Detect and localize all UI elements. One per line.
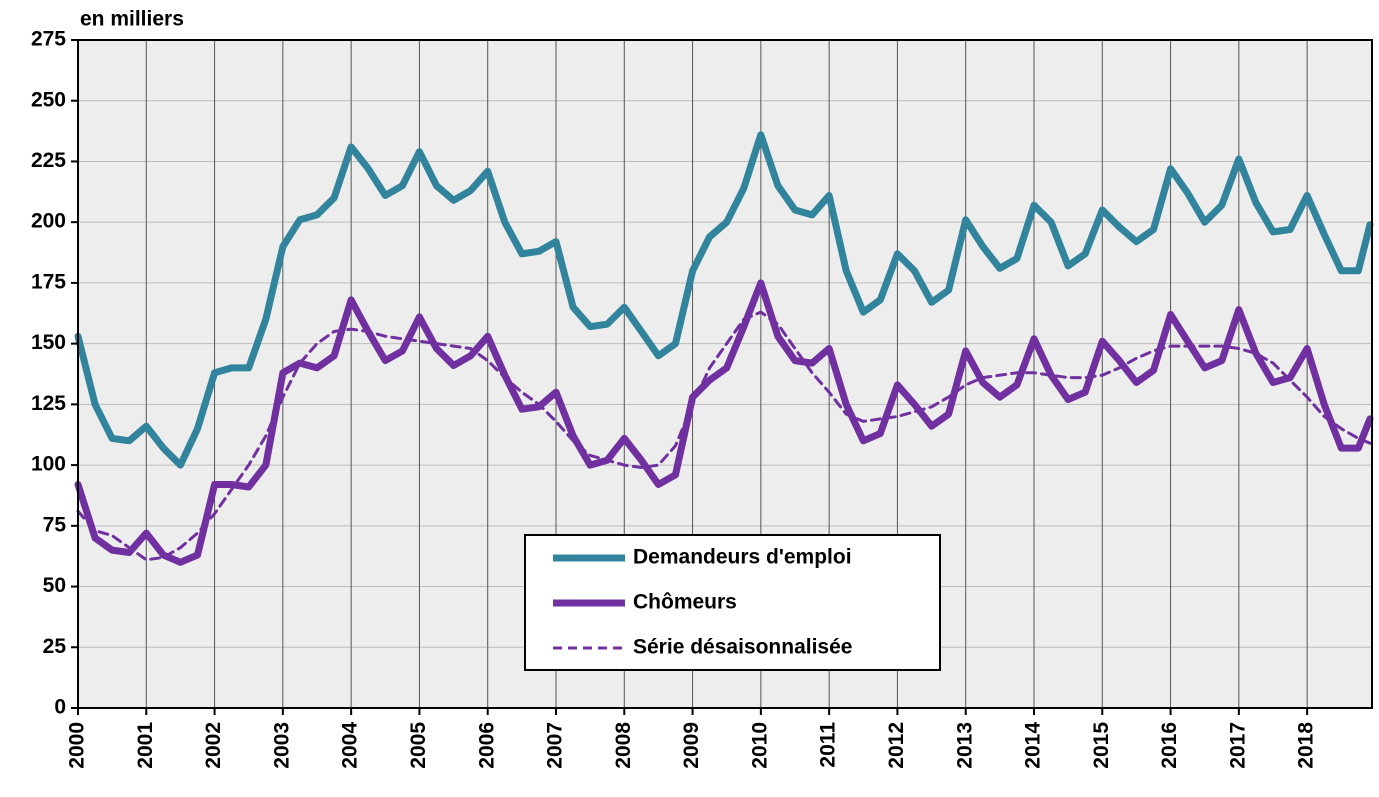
y-tick-label: 275 — [31, 28, 66, 51]
y-tick-label: 200 — [31, 210, 66, 233]
x-tick-label: 2009 — [680, 722, 703, 769]
x-tick-label: 2016 — [1158, 722, 1181, 769]
plot-border — [77, 39, 1373, 709]
legend-label: Série désaisonnalisée — [633, 636, 852, 659]
series-line — [74, 279, 1374, 566]
y-tick-label: 225 — [31, 149, 66, 172]
x-tick-label: 2006 — [475, 722, 498, 769]
x-tick-label: 2018 — [1295, 722, 1318, 769]
x-tick-label: 2002 — [202, 722, 225, 769]
x-tick-label: 2011 — [817, 722, 840, 768]
legend-label: Demandeurs d'emploi — [633, 546, 852, 569]
x-tick-label: 2000 — [66, 722, 89, 769]
y-tick-label: 150 — [31, 331, 66, 354]
legend-label: Chômeurs — [633, 591, 737, 614]
x-tick-label: 2015 — [1090, 722, 1113, 769]
x-tick-label: 2005 — [407, 722, 430, 769]
series-line — [74, 131, 1374, 469]
x-tick-label: 2010 — [748, 722, 771, 769]
x-tick-label: 2007 — [544, 722, 567, 769]
y-tick-label: 175 — [31, 270, 66, 293]
x-tick-label: 2001 — [134, 722, 157, 769]
y-tick-label: 50 — [43, 574, 66, 597]
y-tick-label: 250 — [31, 88, 66, 111]
x-tick-label: 2004 — [339, 722, 362, 769]
x-tick-label: 2012 — [885, 722, 908, 769]
x-tick-label: 2013 — [953, 722, 976, 769]
y-tick-label: 100 — [31, 453, 66, 476]
y-tick-label: 25 — [43, 635, 67, 658]
x-tick-label: 2014 — [1022, 722, 1045, 769]
x-tick-label: 2008 — [612, 722, 635, 769]
series-line — [76, 310, 1372, 562]
y-tick-label: 0 — [54, 696, 66, 719]
y-axis-label: en milliers — [80, 8, 184, 31]
x-tick-label: 2017 — [1226, 722, 1249, 769]
x-tick-label: 2003 — [270, 722, 293, 769]
y-tick-label: 75 — [43, 513, 67, 536]
y-tick-label: 125 — [31, 392, 66, 415]
